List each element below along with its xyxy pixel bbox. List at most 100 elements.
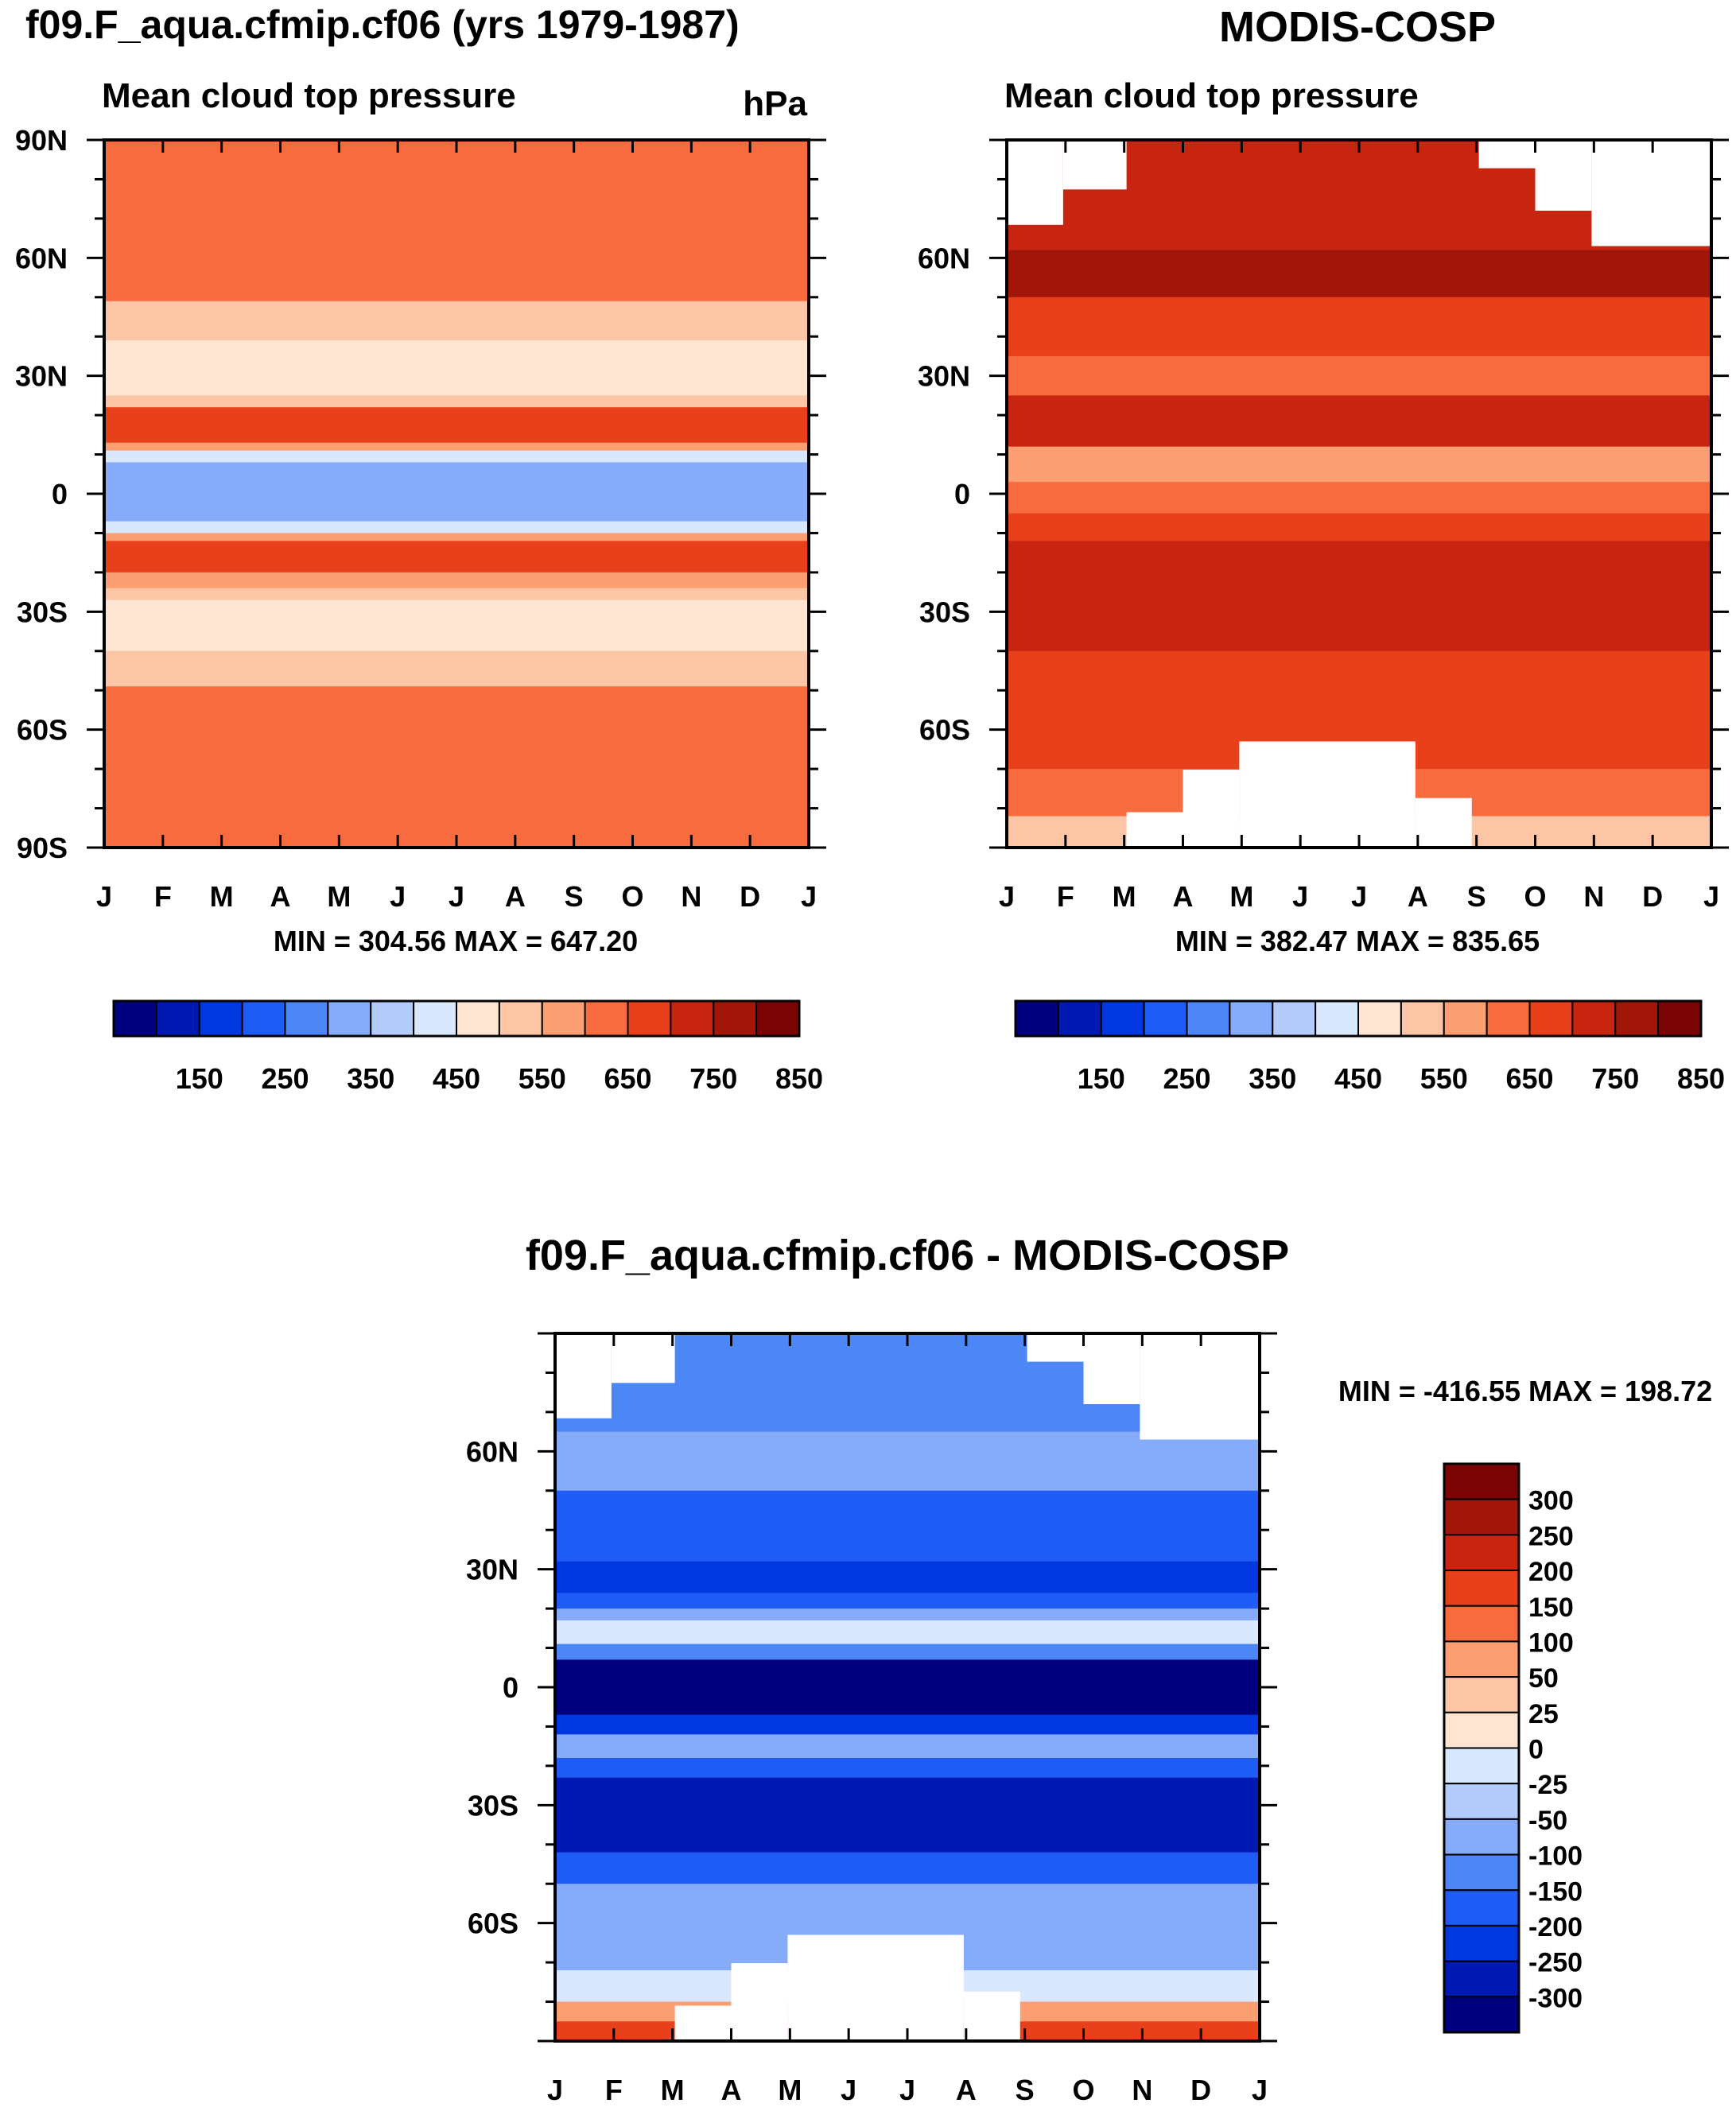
colorbar-label: 50 [1528,1663,1559,1694]
y-tick-label: 30S [919,596,970,628]
x-tick-label: A [956,2074,977,2106]
colorbar-label: 150 [1528,1593,1574,1623]
band-2 [555,1490,1260,1562]
x-tick-label: N [681,880,701,913]
x-tick-label: M [210,880,234,913]
x-tick-label: J [547,2074,563,2106]
panel3-plot: J F M A M J J A S O N D J 60N 30N 0 30S 60S [466,1332,1277,2106]
x-tick-label: O [621,880,643,913]
colorbar-label: 250 [1528,1521,1574,1551]
colorbar-label: -100 [1528,1841,1583,1872]
band-9 [104,533,809,541]
colorbar-box-8 [456,1000,500,1037]
colorbar-box-0 [113,1000,157,1037]
band-5 [104,442,809,452]
panel1-plot: J F M A M J J A S O N D J 90N 60N 30N 0 30S 60S 90S [15,124,826,913]
colorbar-label: -25 [1528,1770,1567,1800]
colorbar-label: 200 [1528,1557,1574,1587]
colorbar-box-9 [1443,1783,1520,1820]
colorbar-box-10 [541,1000,586,1037]
y-tick-label: 30N [918,360,970,393]
panel2-title: MODIS-COSP [1219,3,1496,51]
band-1 [104,301,809,341]
band-1 [555,1431,1260,1492]
x-tick-label: S [1016,2074,1035,2106]
x-tick-label: D [740,880,760,913]
x-tick-label: A [1173,880,1194,913]
missing-north-0 [555,1333,612,1418]
colorbar-box-9 [1400,1000,1445,1037]
colorbar-box-3 [1143,1000,1188,1037]
colorbar-box-12 [1528,1000,1574,1037]
missing-north-4 [1591,140,1711,246]
colorbar-box-11 [1443,1853,1520,1892]
colorbar-label: 450 [433,1062,480,1095]
colorbar-box-11 [584,1000,629,1037]
colorbar-box-0 [1015,1000,1059,1037]
band-8 [555,1659,1260,1716]
x-tick-label: F [605,2074,623,2106]
x-tick-label: J [449,880,464,913]
colorbar-difference: 30025020015010050250-25-50-100-150-200-2… [1443,1462,1583,2034]
colorbar-box-7 [1443,1711,1520,1749]
colorbar-frame [1014,999,1703,1038]
colorbar-label: 100 [1528,1628,1574,1658]
y-tick-label: 60N [918,242,970,274]
colorbar-box-4 [1443,1605,1520,1643]
band-10 [555,1734,1260,1759]
band-6 [1007,482,1711,514]
band-3 [555,1561,1260,1593]
colorbar-box-13 [1443,1924,1520,1962]
y-tick-label: 90N [15,124,68,157]
colorbar-box-7 [1315,1000,1359,1037]
x-tick-label: A [270,880,291,913]
colorbar-box-1 [155,1000,200,1037]
panel2-stats: MIN = 382.47 MAX = 835.65 [1175,925,1540,957]
missing-north-3 [1083,1333,1140,1404]
band-7 [1007,513,1711,541]
x-tick-label: N [1583,880,1604,913]
x-tick-label: M [661,2074,685,2106]
band-11 [104,572,809,589]
x-tick-label: J [96,880,112,913]
missing-south-0 [674,2005,732,2041]
band-11 [555,1758,1260,1779]
band-14 [104,650,809,687]
panel1-stats: MIN = 304.56 MAX = 647.20 [274,925,638,957]
missing-south-2 [1239,741,1416,848]
colorbar-label: 350 [347,1062,394,1095]
y-tick-label: 60N [466,1435,518,1468]
x-tick-label: O [1524,880,1546,913]
colorbar-label: 550 [518,1062,566,1095]
x-tick-label: A [505,880,526,913]
colorbar-box-12 [1443,1889,1520,1927]
colorbar-box-13 [1571,1000,1617,1037]
band-12 [555,1777,1260,1853]
colorbar-box-2 [1100,1000,1145,1037]
x-tick-label: J [801,880,817,913]
y-tick-label: 90S [17,832,68,864]
band-5 [555,1608,1260,1621]
colorbar-box-4 [284,1000,329,1037]
colorbar-box-10 [1443,1818,1520,1856]
y-tick-label: 60N [15,242,68,274]
band-2 [104,340,809,396]
x-tick-label: N [1132,2074,1152,2106]
band-9 [555,1714,1260,1735]
colorbar-label: 750 [689,1062,737,1095]
colorbar-box-6 [1272,1000,1317,1037]
missing-south-0 [1126,812,1183,848]
panel2-plot: J F M A M J J A S O N D J 60N 30N 0 30S 60S [918,138,1729,913]
missing-south-3 [963,1991,1020,2041]
colorbar-label: 850 [1677,1062,1725,1095]
colorbar-label: 450 [1334,1062,1382,1095]
colorbar-box-6 [370,1000,415,1037]
colorbar-label: 25 [1528,1699,1559,1729]
colorbar-box-15 [1657,1000,1702,1037]
colorbar-box-5 [1229,1000,1274,1037]
colorbar-box-5 [327,1000,372,1037]
colorbar-label: 550 [1420,1062,1468,1095]
missing-north-1 [1062,140,1127,190]
colorbar-box-6 [1443,1676,1520,1713]
